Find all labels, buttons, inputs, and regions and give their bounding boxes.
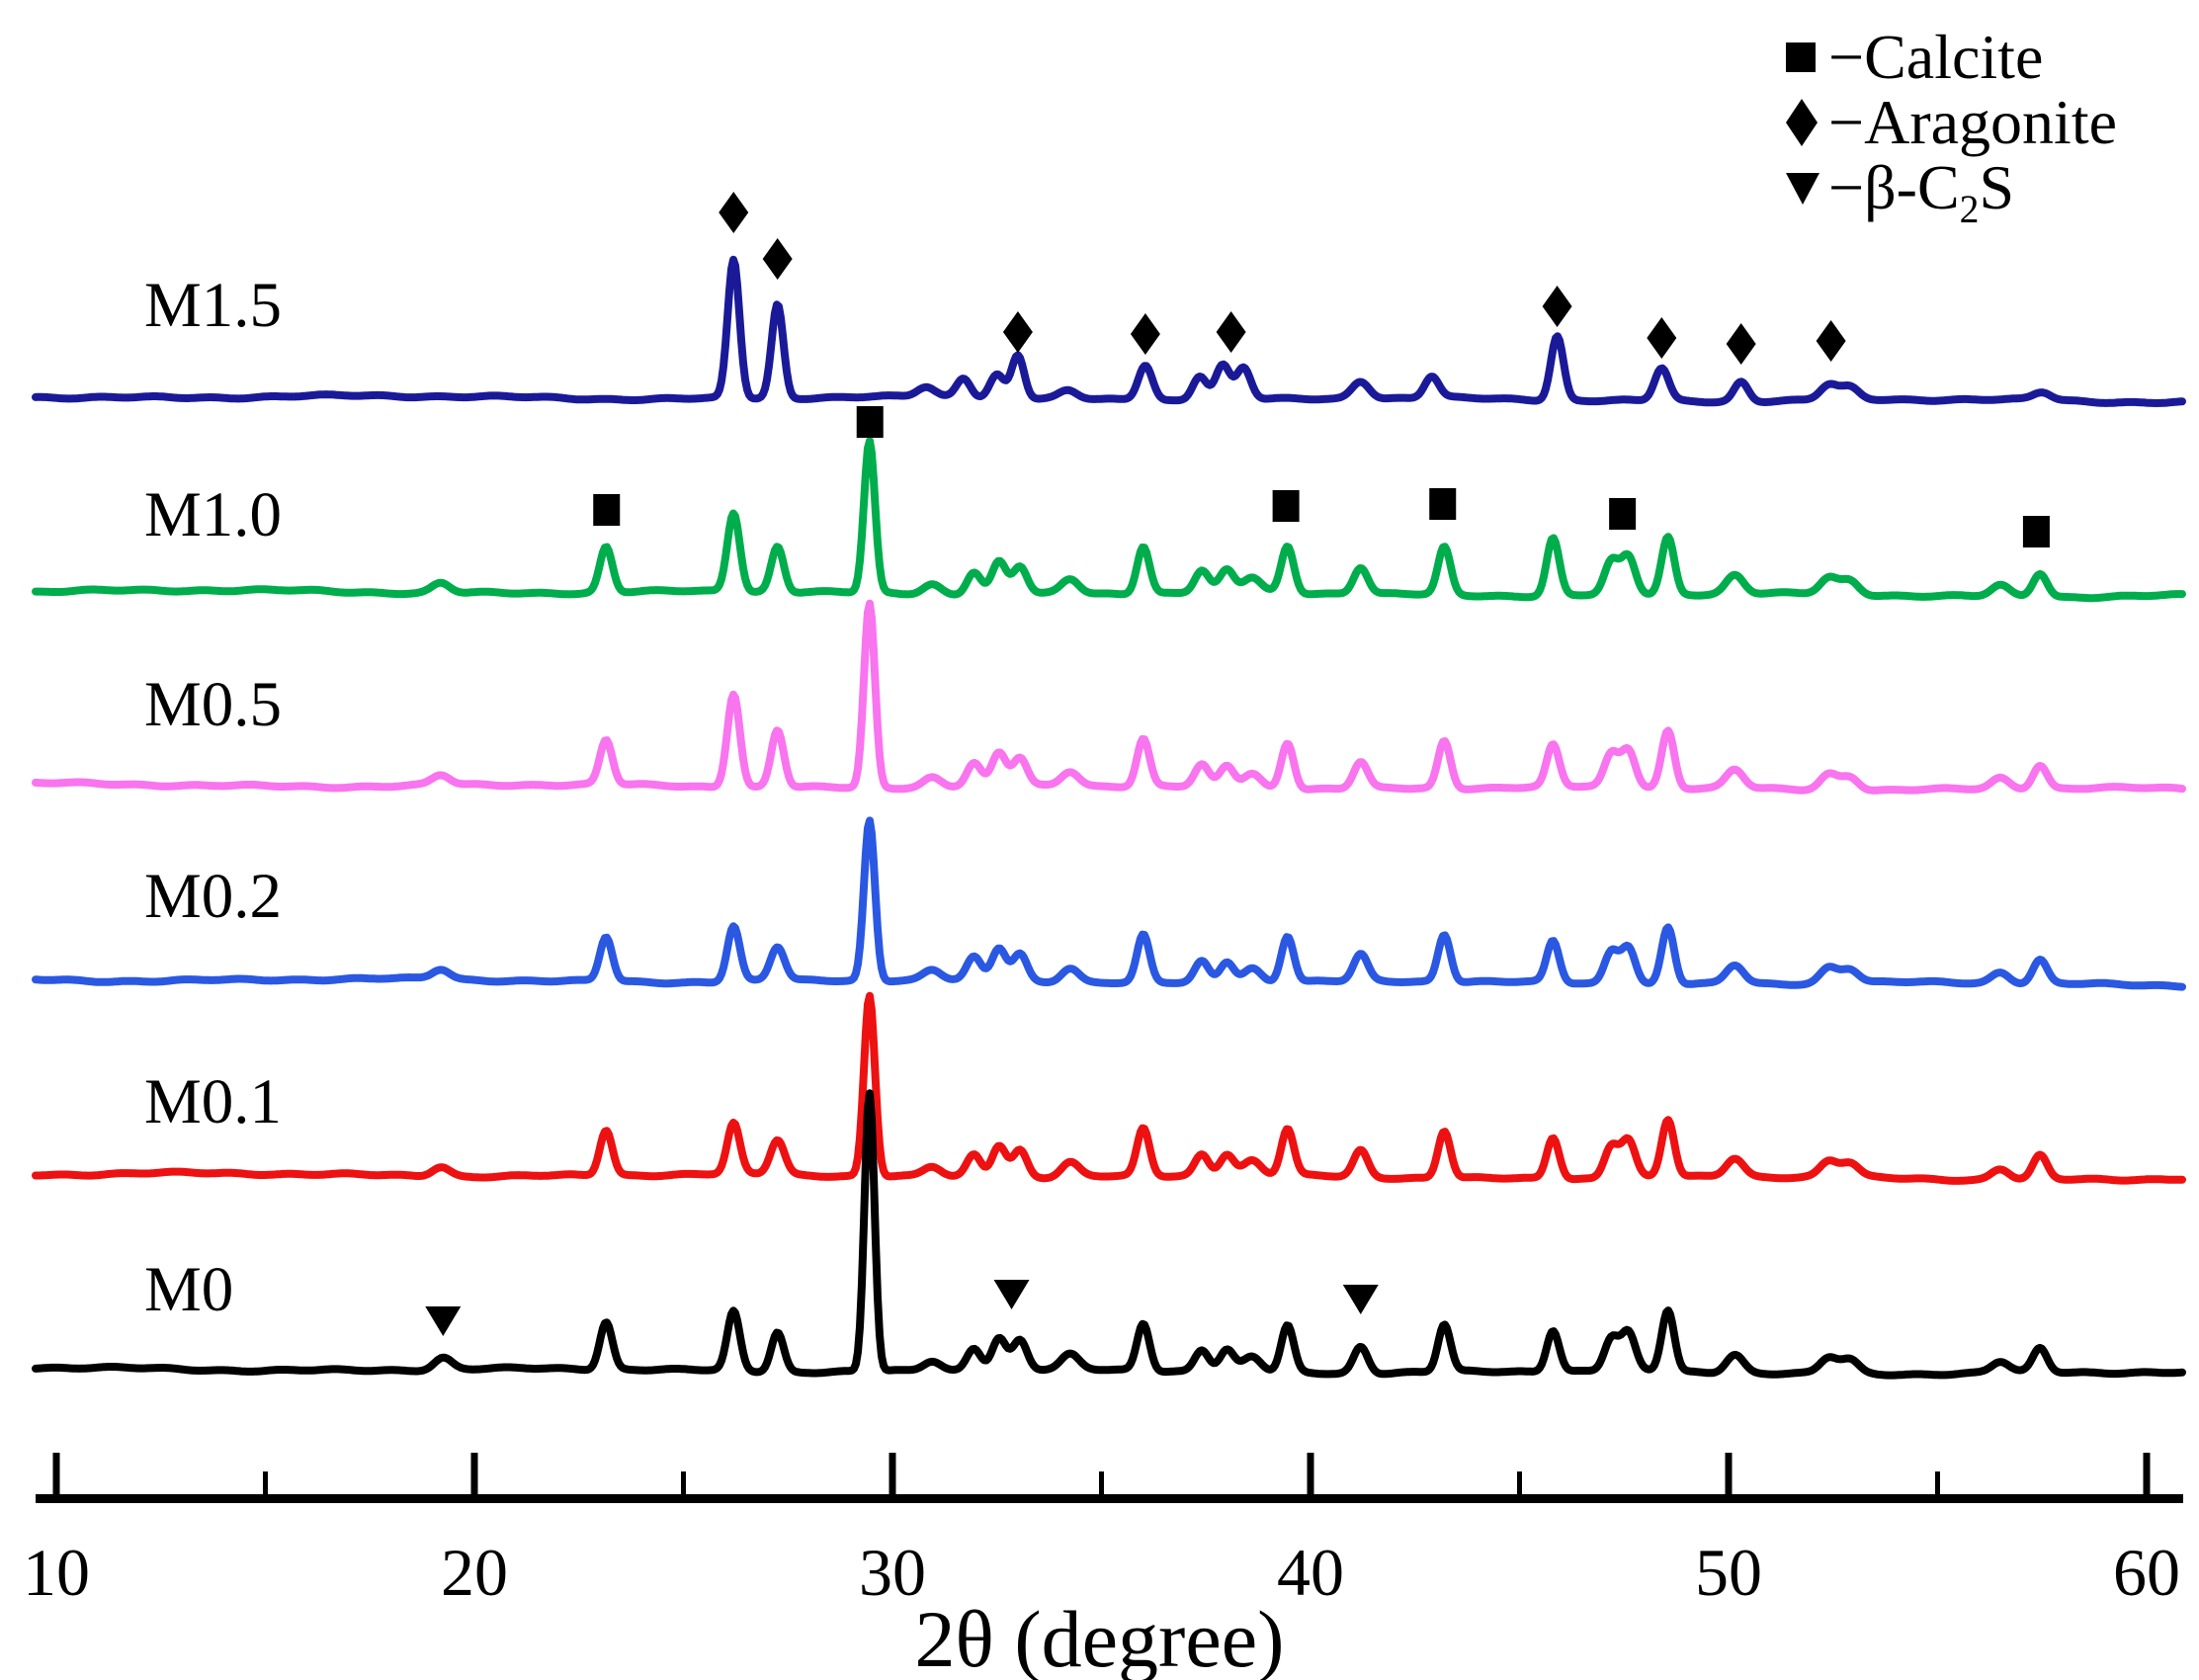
- x-tick-label: 10: [23, 1535, 90, 1610]
- legend-item-calcite: −Calcite: [1785, 26, 2117, 89]
- trace-M0.1: [32, 991, 2186, 1185]
- legend-label: −Aragonite: [1828, 91, 2117, 154]
- trace-M0.5: [32, 599, 2186, 795]
- diamond-icon: [1785, 91, 1828, 154]
- x-axis-minor-tick: [681, 1471, 686, 1494]
- x-axis-major-tick: [52, 1453, 60, 1494]
- legend-label-text: −Calcite: [1828, 22, 2044, 92]
- trace-M0.2: [32, 816, 2186, 991]
- x-axis-minor-tick: [263, 1471, 268, 1494]
- x-axis: [36, 1453, 2183, 1503]
- series-label-M1.0: M1.0: [144, 479, 283, 550]
- x-axis-minor-tick: [1935, 1471, 1940, 1494]
- aragonite-diamond-marker: [762, 238, 793, 280]
- x-tick-label: 30: [859, 1535, 926, 1610]
- x-tick-label: 40: [1277, 1535, 1344, 1610]
- series-label-M1.5: M1.5: [144, 270, 283, 341]
- x-axis-title: 2θ (degree): [914, 1594, 1285, 1680]
- legend-label-subscript: 2: [1959, 187, 1980, 231]
- x-axis-major-tick: [888, 1453, 896, 1494]
- legend-label-text: S: [1979, 152, 2015, 222]
- legend-label-text: −Aragonite: [1828, 87, 2117, 157]
- x-tick-label: 50: [1695, 1535, 1762, 1610]
- calcite-square-marker: [593, 494, 621, 526]
- trace-M0: [32, 1089, 2186, 1380]
- aragonite-diamond-marker: [1726, 323, 1756, 365]
- x-axis-major-tick: [1725, 1453, 1733, 1494]
- calcite-square-marker: [1609, 498, 1637, 530]
- aragonite-diamond-marker: [1816, 320, 1846, 362]
- trace-M1.5: [32, 255, 2186, 407]
- series-label-M0: M0: [144, 1254, 234, 1325]
- x-axis-line: [36, 1494, 2183, 1503]
- beta-c2s-triangle-marker: [1342, 1285, 1379, 1314]
- legend-label: −β-C2S: [1828, 156, 2014, 229]
- legend-label-text: −β-C: [1828, 152, 1960, 222]
- triangle-down-icon: [1785, 156, 1828, 219]
- x-axis-major-tick: [470, 1453, 478, 1494]
- calcite-square-marker: [1272, 490, 1300, 522]
- calcite-square-marker: [1429, 488, 1457, 520]
- x-tick-label: 20: [441, 1535, 508, 1610]
- legend-item-aragonite: −Aragonite: [1785, 91, 2117, 154]
- series-label-M0.1: M0.1: [144, 1066, 283, 1137]
- legend-item--c2s: −β-C2S: [1785, 156, 2117, 229]
- aragonite-diamond-marker: [1542, 286, 1572, 327]
- aragonite-diamond-marker: [719, 192, 749, 233]
- legend-label: −Calcite: [1828, 26, 2043, 89]
- phase-markers-group: [425, 192, 2050, 1336]
- calcite-square-marker: [856, 406, 884, 438]
- series-label-M0.2: M0.2: [144, 861, 283, 932]
- legend: −Calcite −Aragonite −β-C2S: [1785, 26, 2117, 229]
- x-axis-minor-tick: [1099, 1471, 1104, 1494]
- x-axis-major-tick: [1307, 1453, 1314, 1494]
- aragonite-diamond-marker: [1647, 317, 1677, 359]
- aragonite-diamond-marker: [1130, 313, 1160, 355]
- x-axis-major-tick: [2143, 1453, 2151, 1494]
- beta-c2s-triangle-marker: [993, 1280, 1030, 1309]
- aragonite-diamond-marker: [1216, 311, 1246, 353]
- square-icon: [1785, 26, 1828, 89]
- traces-group: [32, 255, 2186, 1380]
- series-label-M0.5: M0.5: [144, 669, 283, 740]
- x-axis-minor-tick: [1517, 1471, 1522, 1494]
- aragonite-diamond-marker: [1002, 311, 1033, 353]
- trace-M1.0: [32, 437, 2186, 603]
- x-tick-label: 60: [2113, 1535, 2180, 1610]
- beta-c2s-triangle-marker: [425, 1306, 462, 1336]
- calcite-square-marker: [2022, 516, 2050, 547]
